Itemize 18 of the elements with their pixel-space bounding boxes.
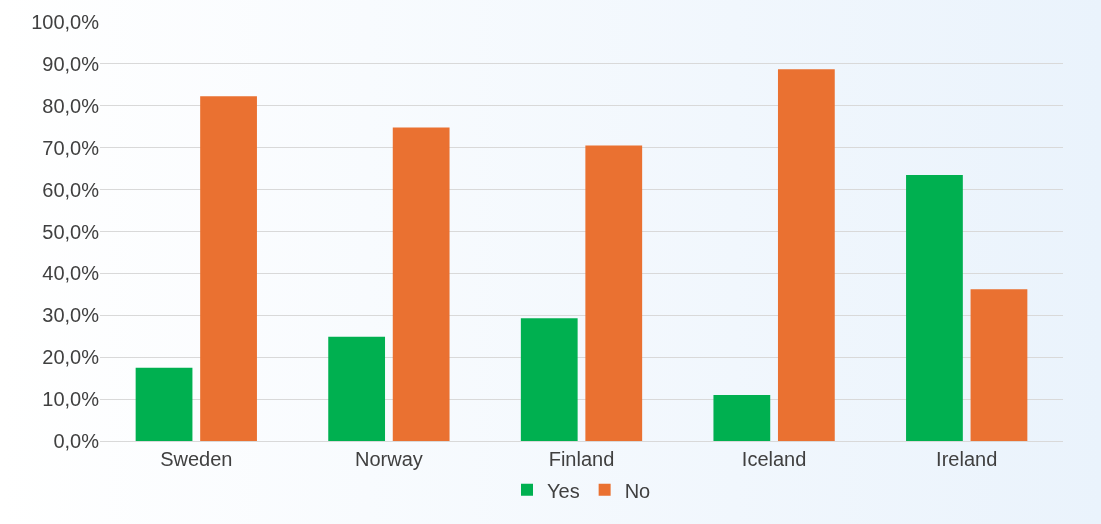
- y-tick-label: 90,0%: [42, 52, 100, 75]
- y-tick-label: 0,0%: [53, 430, 100, 452]
- y-tick-label: 100,0%: [31, 11, 100, 33]
- x-tick-label: Iceland: [741, 448, 807, 470]
- y-tick-label: 30,0%: [42, 304, 100, 327]
- x-tick-label: Ireland: [936, 448, 998, 470]
- y-tick-label: 80,0%: [42, 94, 100, 117]
- y-tick-label: 10,0%: [42, 388, 100, 411]
- legend-label: Yes: [547, 479, 580, 502]
- x-tick-label: Sweden: [160, 448, 233, 470]
- y-tick-label: 40,0%: [42, 262, 100, 285]
- y-tick-label: 70,0%: [42, 136, 100, 159]
- legend-label: No: [624, 479, 651, 502]
- y-tick-label: 50,0%: [42, 220, 100, 243]
- x-tick-label: Norway: [355, 448, 423, 470]
- y-tick-label: 20,0%: [42, 346, 100, 369]
- y-tick-label: 60,0%: [42, 178, 100, 201]
- x-tick-label: Finland: [548, 448, 615, 470]
